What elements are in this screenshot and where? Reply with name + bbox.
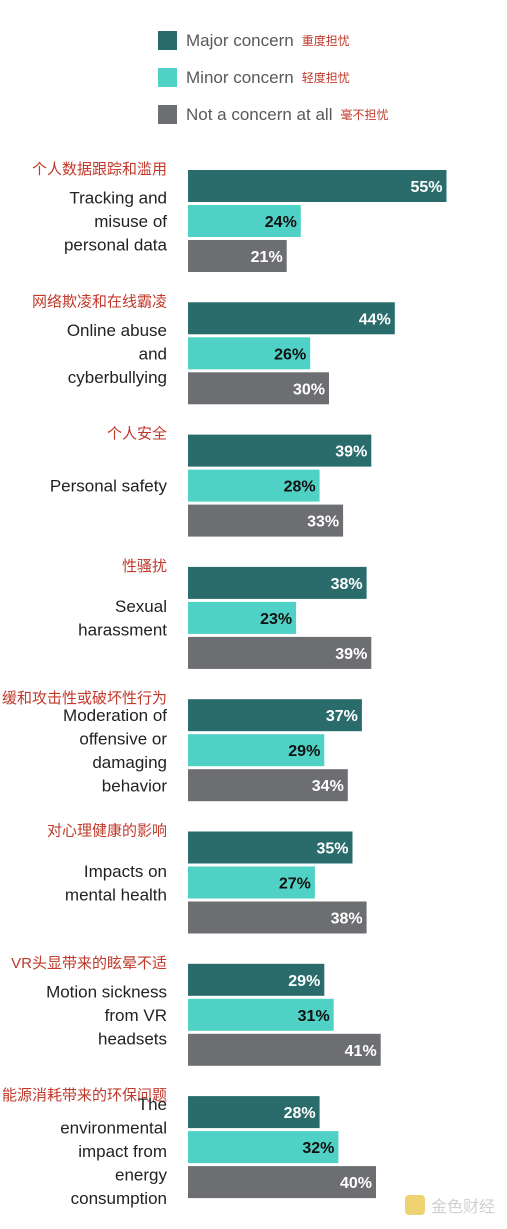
- category-label-zh: 个人数据跟踪和滥用: [32, 161, 167, 178]
- legend-item-none: Not a concern at all 毫不担忧: [158, 96, 388, 133]
- category-label-en: Motion sickness: [46, 982, 167, 1001]
- category-label-en: environmental: [60, 1119, 167, 1138]
- category-label-en: The: [138, 1095, 167, 1114]
- category-label-en: harassment: [78, 621, 167, 640]
- bar-label-none: 30%: [293, 381, 325, 398]
- legend-swatch-major: [158, 31, 177, 50]
- bar-label-none: 40%: [340, 1175, 372, 1192]
- chart-legend: Major concern 重度担忧 Minor concern 轻度担忧 No…: [158, 22, 388, 133]
- category-label-en: damaging: [92, 753, 167, 772]
- bar-major: [188, 170, 447, 202]
- category-label-en: Moderation of: [63, 706, 167, 725]
- bar-label-major: 28%: [284, 1105, 316, 1122]
- bar-major: [188, 699, 362, 732]
- bar-none: [188, 240, 287, 272]
- category-label-en: Impacts on: [84, 862, 167, 881]
- bar-none: [188, 372, 329, 405]
- category-label-en: impact from: [78, 1142, 167, 1161]
- bar-label-minor: 32%: [302, 1140, 334, 1157]
- bar-major: [188, 434, 372, 467]
- bar-minor: [188, 469, 320, 502]
- bar-minor: [188, 1131, 339, 1164]
- legend-swatch-none: [158, 105, 177, 124]
- category-label-en: personal data: [64, 236, 168, 255]
- legend-label-major-zh: 重度担忧: [301, 34, 350, 48]
- bar-minor: [188, 734, 325, 767]
- category-label-zh: 性骚扰: [122, 558, 167, 575]
- bar-label-none: 34%: [312, 778, 344, 795]
- legend-item-minor: Minor concern 轻度担忧: [158, 59, 388, 96]
- bar-label-minor: 23%: [260, 611, 292, 628]
- bar-none: [188, 1033, 381, 1066]
- legend-label-minor: Minor concern: [186, 67, 294, 87]
- bar-label-minor: 29%: [288, 743, 320, 760]
- bar-minor: [188, 337, 311, 370]
- category-label-zh: 个人安全: [107, 425, 167, 443]
- bar-major: [188, 302, 395, 335]
- category-label-en: offensive or: [79, 729, 167, 748]
- category-label-zh: VR头显带来的眩晕不适: [11, 955, 167, 972]
- bar-label-major: 29%: [288, 973, 320, 990]
- bar-label-major: 39%: [335, 444, 367, 461]
- watermark-text: 金色财经: [430, 1199, 495, 1216]
- bar-label-minor: 26%: [274, 346, 306, 363]
- bar-label-none: 21%: [251, 249, 283, 266]
- bar-major: [188, 1096, 320, 1129]
- legend-label-major: Major concern: [186, 30, 294, 50]
- bar-label-minor: 24%: [265, 214, 297, 231]
- bar-label-major: 35%: [316, 841, 348, 858]
- bar-none: [188, 901, 367, 934]
- bar-minor: [188, 601, 297, 634]
- category-label-zh: 缓和攻击性或破坏性行为: [2, 690, 167, 707]
- bar-minor: [188, 205, 301, 237]
- legend-swatch-minor: [158, 68, 177, 87]
- bar-major: [188, 831, 353, 864]
- category-label-en: mental health: [65, 885, 167, 904]
- category-label-en: misuse of: [94, 212, 167, 231]
- bar-label-none: 38%: [331, 911, 363, 928]
- bar-major: [188, 963, 325, 996]
- watermark-logo-icon: [404, 1195, 425, 1215]
- category-label-en: from VR: [105, 1006, 167, 1025]
- category-label-zh: 网络欺凌和在线霸凌: [32, 293, 167, 310]
- category-label-en: Sexual: [115, 597, 167, 616]
- category-label-en: cyberbullying: [68, 368, 167, 387]
- legend-label-minor-zh: 轻度担忧: [301, 71, 350, 85]
- bar-label-major: 55%: [410, 179, 442, 196]
- legend-label-none: Not a concern at all: [186, 104, 333, 124]
- bar-none: [188, 769, 348, 802]
- category-label-en: Tracking and: [69, 189, 167, 208]
- bar-label-minor: 31%: [298, 1008, 330, 1025]
- watermark: 金色财经: [404, 1193, 495, 1217]
- category-label-en: consumption: [71, 1189, 167, 1208]
- category-label-en: Personal safety: [50, 477, 168, 496]
- bar-label-major: 44%: [359, 311, 391, 328]
- bar-label-major: 38%: [331, 576, 363, 593]
- category-label-en: headsets: [98, 1029, 167, 1048]
- category-label-en: energy: [115, 1166, 167, 1185]
- bar-label-minor: 27%: [279, 876, 311, 893]
- category-label-zh: 能源消耗带来的环保问题: [2, 1087, 167, 1104]
- bar-none: [188, 1166, 376, 1199]
- category-label-en: behavior: [102, 776, 168, 795]
- bar-none: [188, 504, 344, 537]
- bar-label-none: 41%: [345, 1043, 377, 1060]
- bar-minor: [188, 866, 315, 899]
- bar-none: [188, 636, 372, 669]
- category-label-en: Online abuse: [67, 321, 167, 340]
- bar-label-none: 39%: [335, 646, 367, 663]
- bar-label-minor: 28%: [284, 479, 316, 496]
- legend-item-major: Major concern 重度担忧: [158, 22, 388, 59]
- legend-label-none-zh: 毫不担忧: [340, 108, 389, 122]
- bar-major: [188, 566, 367, 599]
- bar-label-major: 37%: [326, 708, 358, 725]
- bar-minor: [188, 998, 334, 1031]
- category-label-zh: 对心理健康的影响: [47, 823, 167, 840]
- bar-label-none: 33%: [307, 514, 339, 531]
- category-label-en: and: [139, 344, 167, 363]
